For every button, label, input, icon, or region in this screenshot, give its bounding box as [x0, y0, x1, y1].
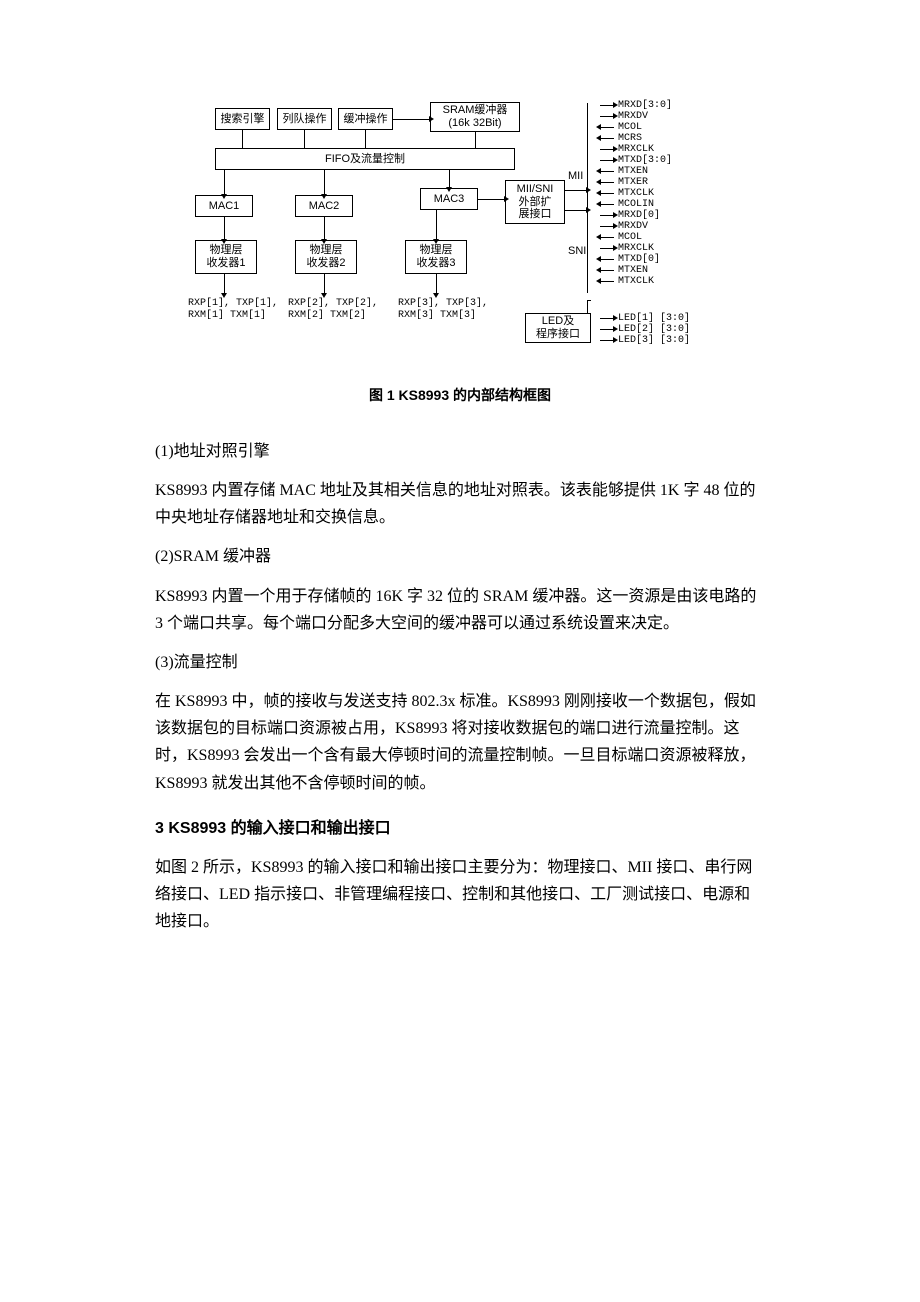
label-phys-port1: RXP[1], TXP[1], RXM[1] TXM[1] — [188, 298, 278, 321]
section-1-title: (1)地址对照引擎 — [155, 438, 765, 465]
box-phy3: 物理层 收发器3 — [405, 240, 467, 274]
box-phy2: 物理层 收发器2 — [295, 240, 357, 274]
mii-pin: MRXDV — [618, 111, 648, 122]
box-buffer-op: 缓冲操作 — [338, 108, 393, 130]
figure-1: 搜索引擎 列队操作 缓冲操作 SRAM缓冲器 (16k 32Bit) FIFO及… — [155, 100, 765, 408]
mii-pin: MTXER — [618, 177, 648, 188]
section-2-title: (2)SRAM 缓冲器 — [155, 543, 765, 570]
mii-pin: MCOL — [618, 122, 642, 133]
label-phys-port2: RXP[2], TXP[2], RXM[2] TXM[2] — [288, 298, 378, 321]
mii-pin: MRXCLK — [618, 144, 654, 155]
mii-pin-list: MRXD[3:0]MRXDVMCOLMCRSMRXCLKMTXD[3:0]MTX… — [600, 100, 672, 287]
mii-pin: MRXCLK — [618, 243, 654, 254]
mii-pin: MTXD[0] — [618, 254, 660, 265]
box-queue-op: 列队操作 — [277, 108, 332, 130]
box-sram: SRAM缓冲器 (16k 32Bit) — [430, 102, 520, 132]
mii-pin: MRXD[0] — [618, 210, 660, 221]
led-pin: LED[2] [3:0] — [618, 324, 690, 335]
mii-pin: MRXD[3:0] — [618, 100, 672, 111]
section-3-title: (3)流量控制 — [155, 649, 765, 676]
label-mii: MII — [568, 170, 583, 183]
mii-pin: MCOL — [618, 232, 642, 243]
led-pin: LED[1] [3:0] — [618, 313, 690, 324]
mii-pin: MTXCLK — [618, 276, 654, 287]
led-pin-list: LED[1] [3:0]LED[2] [3:0]LED[3] [3:0] — [600, 313, 690, 346]
mii-pin: MTXEN — [618, 166, 648, 177]
mii-pin: MTXCLK — [618, 188, 654, 199]
box-led-program: LED及 程序接口 — [525, 313, 591, 343]
mii-pin: MCRS — [618, 133, 642, 144]
section-3-body: 在 KS8993 中，帧的接收与发送支持 802.3x 标准。KS8993 刚刚… — [155, 688, 765, 797]
box-phy1: 物理层 收发器1 — [195, 240, 257, 274]
box-fifo: FIFO及流量控制 — [215, 148, 515, 170]
mii-pin: MTXEN — [618, 265, 648, 276]
section-1-body: KS8993 内置存储 MAC 地址及其相关信息的地址对照表。该表能够提供 1K… — [155, 477, 765, 531]
led-pin: LED[3] [3:0] — [618, 335, 690, 346]
heading-io: 3 KS8993 的输入接口和输出接口 — [155, 815, 765, 842]
label-phys-port3: RXP[3], TXP[3], RXM[3] TXM[3] — [398, 298, 488, 321]
label-sni: SNI — [568, 245, 586, 258]
mii-pin: MRXDV — [618, 221, 648, 232]
io-body: 如图 2 所示，KS8993 的输入接口和输出接口主要分为：物理接口、MII 接… — [155, 854, 765, 936]
box-search-engine: 搜索引擎 — [215, 108, 270, 130]
box-mii-sni-ext: MII/SNI 外部扩 展接口 — [505, 180, 565, 224]
figure-caption: 图 1 KS8993 的内部结构框图 — [155, 384, 765, 408]
section-2-body: KS8993 内置一个用于存储帧的 16K 字 32 位的 SRAM 缓冲器。这… — [155, 583, 765, 637]
mii-pin: MCOLIN — [618, 199, 654, 210]
block-diagram: 搜索引擎 列队操作 缓冲操作 SRAM缓冲器 (16k 32Bit) FIFO及… — [155, 100, 765, 380]
mii-pin: MTXD[3:0] — [618, 155, 672, 166]
